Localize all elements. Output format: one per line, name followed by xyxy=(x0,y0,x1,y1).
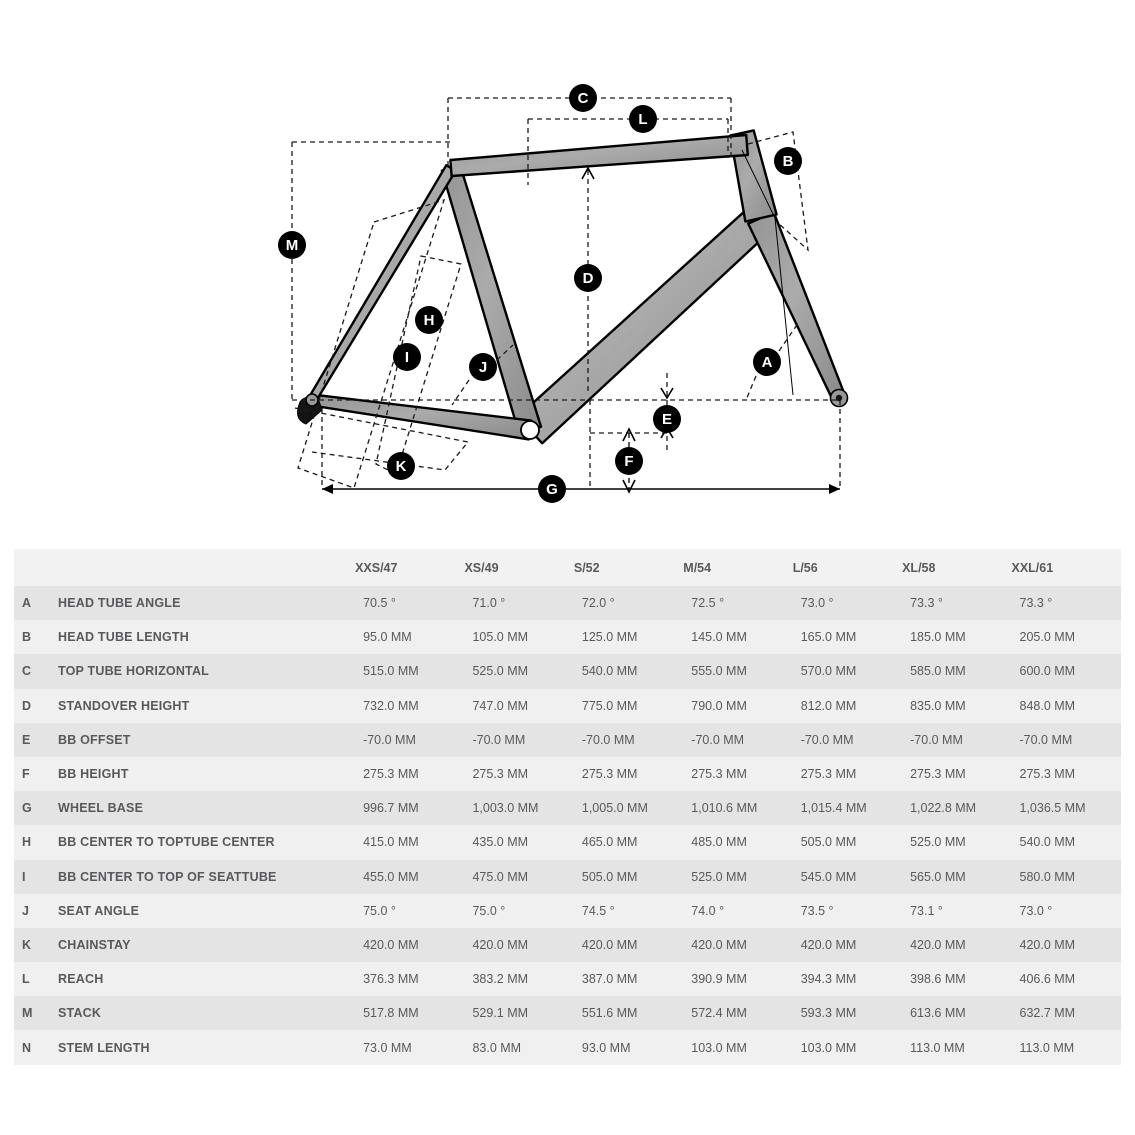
svg-text:A: A xyxy=(762,354,773,371)
svg-text:E: E xyxy=(662,411,672,428)
svg-text:C: C xyxy=(578,90,589,107)
svg-text:D: D xyxy=(583,270,594,287)
svg-text:L: L xyxy=(638,111,647,128)
svg-text:I: I xyxy=(405,349,409,366)
svg-text:K: K xyxy=(396,458,407,475)
svg-text:G: G xyxy=(546,481,558,498)
svg-text:J: J xyxy=(479,359,487,376)
svg-text:H: H xyxy=(424,312,435,329)
svg-text:M: M xyxy=(286,237,299,254)
svg-text:F: F xyxy=(624,453,633,470)
svg-text:B: B xyxy=(783,153,794,170)
